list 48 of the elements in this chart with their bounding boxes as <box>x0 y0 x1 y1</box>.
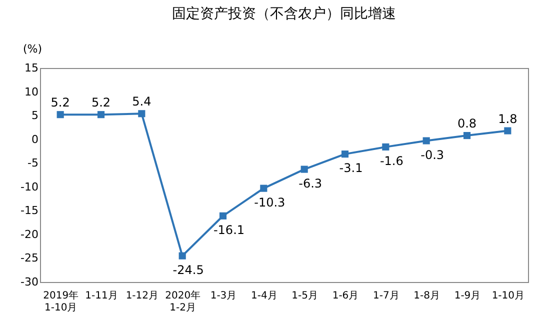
y-tick-label: -10 <box>20 180 38 194</box>
x-tick-label: 1-11月 <box>85 290 118 302</box>
point <box>138 110 146 118</box>
y-tick-label: -15 <box>20 204 38 218</box>
y-tick-label: -30 <box>20 276 38 288</box>
x-tick-label: 1-5月 <box>292 290 318 302</box>
x-tick-label: 1-9月 <box>454 290 481 302</box>
data-label: 0.8 <box>457 116 477 131</box>
point <box>219 212 227 220</box>
y-tick-label: 10 <box>24 85 38 98</box>
data-label: 1.8 <box>498 112 518 126</box>
data-label: -6.3 <box>298 176 322 190</box>
y-tick-label: 5 <box>32 109 38 122</box>
point <box>97 111 105 118</box>
x-tick-label: 1-10月 <box>492 290 525 302</box>
point <box>382 143 390 150</box>
data-label: -24.5 <box>172 262 204 277</box>
x-tick-label: 1-4月 <box>250 290 278 302</box>
point <box>422 137 430 144</box>
x-tick-label: 1-12月 <box>126 290 159 302</box>
x-tick-label: 2019年 1-10月 <box>43 290 79 314</box>
point <box>341 150 349 158</box>
y-tick-label: 15 <box>24 62 38 74</box>
y-tick-label: -5 <box>28 156 38 170</box>
y-axis-title: (%) <box>22 42 42 56</box>
point <box>260 184 268 192</box>
x-tick-label: 1-7月 <box>372 290 400 302</box>
x-tick-label: 1-3月 <box>210 290 237 302</box>
chart-title: 固定资产投资（不含农户）同比增速 <box>172 6 396 22</box>
point <box>178 252 186 260</box>
data-label: 5.4 <box>132 94 152 109</box>
data-label: -1.6 <box>380 154 404 168</box>
data-label: 5.2 <box>50 96 70 110</box>
point <box>56 111 64 118</box>
point <box>463 132 471 140</box>
x-tick-label: 2020年 1-2月 <box>165 290 201 314</box>
data-label: -0.3 <box>420 148 444 162</box>
y-tick-label: -20 <box>20 228 38 241</box>
y-tick-label: -25 <box>20 252 38 265</box>
x-tick-label: 1-8月 <box>414 290 440 302</box>
point <box>300 166 308 173</box>
data-label: 5.2 <box>91 96 111 110</box>
data-label: -3.1 <box>339 161 363 176</box>
data-label: -16.1 <box>213 222 245 237</box>
point <box>504 127 512 134</box>
y-tick-label: 0 <box>32 132 38 146</box>
x-tick-label: 1-6月 <box>332 290 359 302</box>
data-label: -10.3 <box>254 195 286 210</box>
